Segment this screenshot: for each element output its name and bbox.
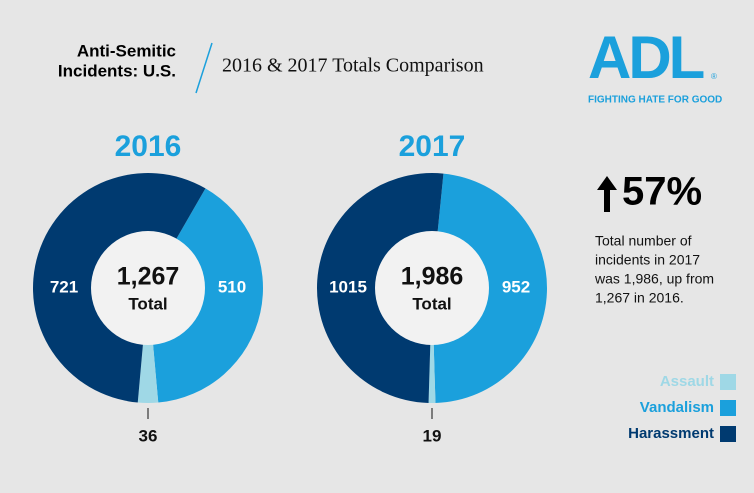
donut-hole [375, 231, 489, 345]
donut-hole [91, 231, 205, 345]
title-line: Anti-Semitic [77, 41, 176, 60]
subtitle: 2016 & 2017 Totals Comparison [222, 55, 484, 77]
divider [195, 42, 213, 94]
chart-title: 2016 [115, 130, 182, 163]
logo-mark: ® [711, 72, 717, 81]
legend-swatch [720, 400, 736, 416]
tagline: FIGHTING HATE FOR GOOD [588, 95, 722, 106]
total-caption: Total [412, 294, 451, 313]
donut-slice [432, 173, 547, 403]
value-label: 952 [502, 277, 530, 296]
legend-swatch [720, 374, 736, 390]
up-arrow [597, 176, 617, 212]
legend-label: Vandalism [640, 399, 714, 416]
legend-label: Assault [660, 373, 714, 390]
value-label: 36 [139, 426, 158, 445]
total-label: 1,986 [401, 263, 464, 291]
value-label: 721 [50, 277, 78, 296]
title-line: Incidents: U.S. [58, 61, 176, 80]
description-line: 1,267 in 2016. [595, 290, 684, 306]
total-label: 1,267 [117, 263, 180, 291]
description-line: incidents in 2017 [595, 252, 700, 268]
logo: ADL [588, 24, 704, 91]
value-label: 510 [218, 277, 246, 296]
description-line: was 1,986, up from [594, 271, 714, 287]
change-label: 57% [622, 170, 702, 214]
value-label: 19 [423, 426, 442, 445]
value-label: 1015 [329, 277, 367, 296]
legend-label: Harassment [628, 425, 714, 442]
chart-title: 2017 [399, 130, 466, 163]
donut-slice [137, 288, 159, 403]
description-line: Total number of [595, 233, 692, 249]
total-caption: Total [128, 294, 167, 313]
donut-slice [428, 288, 436, 403]
legend-swatch [720, 426, 736, 442]
